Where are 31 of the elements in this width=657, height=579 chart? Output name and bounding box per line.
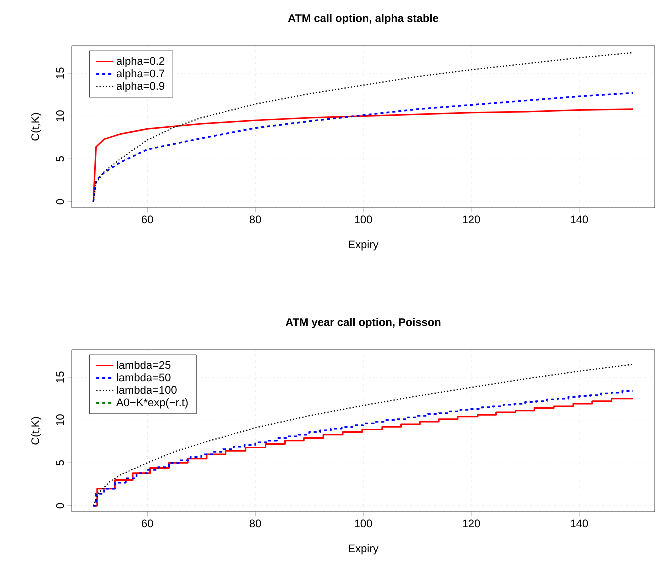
x-tick-label: 140 xyxy=(571,216,588,224)
x-tick-label: 100 xyxy=(355,216,372,224)
x-axis-title: Expiry xyxy=(349,240,379,251)
legend-label: alpha=0.7 xyxy=(116,70,165,80)
x-tick-label: 60 xyxy=(142,520,154,528)
x-tick-label: 80 xyxy=(250,216,262,224)
y-tick-label: 15 xyxy=(56,68,64,79)
y-tick-label: 10 xyxy=(56,110,64,122)
x-axis-title: Expiry xyxy=(349,544,379,555)
legend-label: lambda=50 xyxy=(117,374,171,382)
x-tick-label: 60 xyxy=(142,216,154,224)
chart-title: ATM call option, alpha stable xyxy=(288,14,439,24)
x-tick-label: 120 xyxy=(463,520,480,528)
legend-label: A0−K*exp(−r.t) xyxy=(116,398,188,409)
y-tick-label: 0 xyxy=(56,199,64,205)
x-tick-label: 140 xyxy=(571,520,588,528)
y-axis-title: C(t,K) xyxy=(31,113,42,141)
legend-label: alpha=0.9 xyxy=(116,82,165,92)
legend-label: alpha=0.2 xyxy=(116,57,165,68)
y-tick-label: 5 xyxy=(56,460,64,466)
y-tick-label: 5 xyxy=(56,156,64,162)
y-tick-label: 10 xyxy=(56,414,64,426)
y-tick-label: 15 xyxy=(56,372,64,383)
x-tick-label: 120 xyxy=(463,216,480,224)
chart-title: ATM year call option, Poisson xyxy=(286,318,441,328)
x-tick-label: 100 xyxy=(355,520,372,528)
y-tick-label: 0 xyxy=(56,503,64,509)
legend-label: lambda=25 xyxy=(117,361,171,370)
x-tick-label: 80 xyxy=(250,520,262,528)
y-axis-title: C(t,K) xyxy=(31,417,42,445)
legend-label: lambda=100 xyxy=(117,386,177,394)
